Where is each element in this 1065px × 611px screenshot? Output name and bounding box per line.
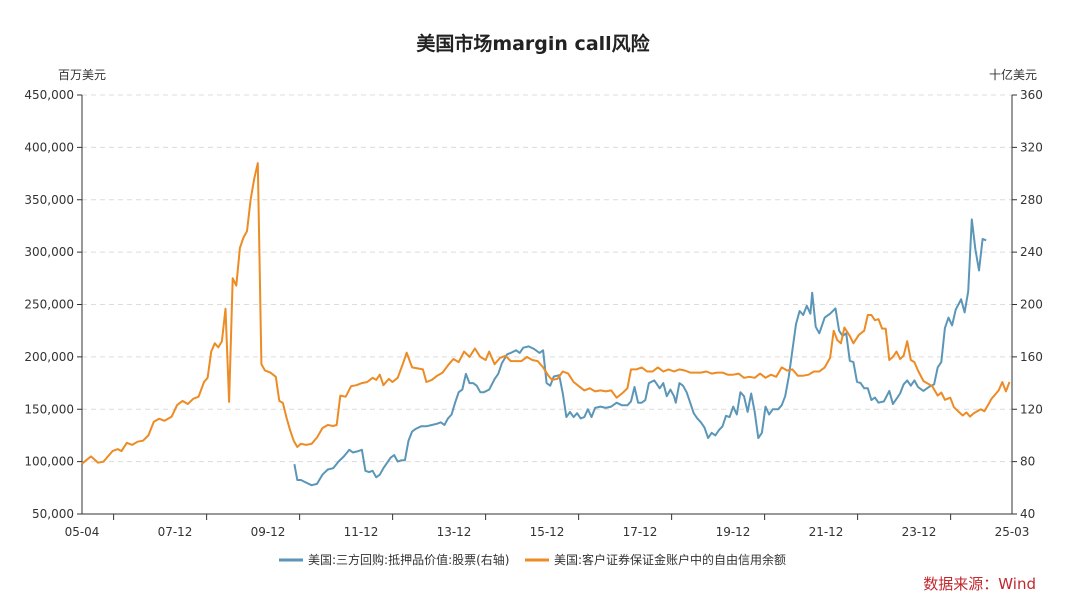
right-tick-label: 320 [1020,140,1043,154]
x-tick-label: 19-12 [716,525,751,539]
x-tick-label: 09-12 [251,525,286,539]
left-tick-label: 50,000 [32,507,74,521]
x-tick-label: 07-12 [158,525,193,539]
left-tick-label: 150,000 [24,402,74,416]
series-line-0 [293,218,987,487]
right-tick-label: 160 [1020,350,1043,364]
left-tick-label: 300,000 [24,245,74,259]
right-tick-label: 240 [1020,245,1043,259]
left-tick-label: 100,000 [24,455,74,469]
x-tick-label: 15-12 [530,525,565,539]
gridlines [82,94,1012,463]
legend: 美国:三方回购:抵押品价值:股票(右轴) 美国:客户证券保证金账户中的自由信用余额 [279,552,786,567]
right-axis-unit: 十亿美元 [989,67,1037,82]
x-tick-label: 23-12 [902,525,937,539]
x-tick-label: 17-12 [623,525,658,539]
data-source: 数据来源：Wind [923,575,1036,593]
left-axis-unit: 百万美元 [58,68,106,82]
left-tick-label: 400,000 [24,140,74,154]
x-tick-label: 21-12 [809,525,844,539]
legend-label-1: 美国:客户证券保证金账户中的自由信用余额 [554,552,786,567]
x-tick-label: 13-12 [437,525,472,539]
left-tick-label: 350,000 [24,193,74,207]
legend-label-0: 美国:三方回购:抵押品价值:股票(右轴) [308,552,510,567]
x-tick-label: 11-12 [344,525,379,539]
right-tick-label: 80 [1020,455,1035,469]
left-tick-label: 450,000 [24,88,74,102]
series-lines [81,162,1011,487]
left-tick-label: 250,000 [24,298,74,312]
left-tick-label: 200,000 [24,350,74,364]
chart-title: 美国市场margin call风险 [416,32,650,55]
axes: 50,000 100,000 150,000 200,000 250,000 300,00… [24,88,1043,539]
series-line-1 [81,162,1011,465]
right-tick-label: 200 [1020,298,1043,312]
right-tick-label: 40 [1020,507,1035,521]
right-tick-label: 120 [1020,402,1043,416]
x-tick-label: 25-03 [995,525,1030,539]
right-tick-label: 280 [1020,193,1043,207]
right-tick-label: 360 [1020,88,1043,102]
x-tick-label: 05-04 [65,525,100,539]
